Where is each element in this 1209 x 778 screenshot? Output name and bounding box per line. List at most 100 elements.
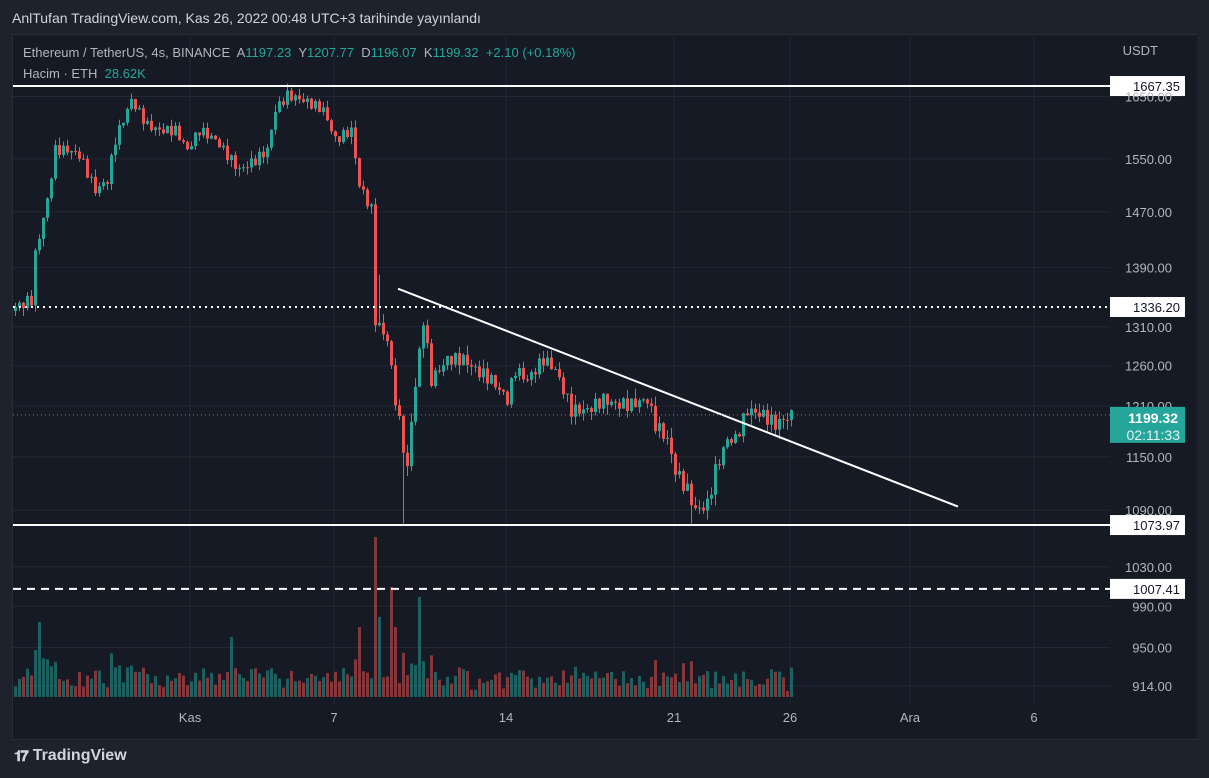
volume-bar [246,681,249,697]
candle-body [42,217,45,239]
candle-body [574,404,577,417]
candle-body [634,398,637,408]
candle-body [722,447,725,466]
volume-bar [186,685,189,697]
candle-body [322,107,325,113]
high-value: 1207.77 [307,45,355,60]
volume-bar [282,687,285,697]
low-label: D [361,45,371,60]
volume-bar [546,677,549,697]
candle-body [246,167,249,169]
candle-body [98,186,101,194]
candle-body [134,98,137,110]
candle-body [150,120,153,131]
volume-bar [338,681,341,697]
volume-bar [482,682,485,697]
candle-body [790,410,793,421]
volume-bar [294,681,297,697]
candle-body [114,144,117,156]
volume-bar [182,675,185,697]
volume-bar [406,675,409,697]
y-tick-label: 914.00 [1132,679,1172,694]
volume-bar [102,683,105,697]
candle-body [406,452,409,467]
candle-body [618,402,621,409]
volume-bar [606,672,609,697]
candle-body [254,158,257,166]
candle-body [122,122,125,126]
volume-bar [590,678,593,697]
price-label: 1073.97 [1133,518,1180,533]
volume-bar [346,674,349,697]
candle-body [490,375,493,384]
candle-body [194,132,197,147]
y-tick-label: 1650.00 [1125,89,1172,104]
candle-body [26,295,29,309]
volume-bar [410,663,413,697]
candle-body [370,204,373,207]
price-label-bg [1110,578,1185,599]
candle-body [110,155,113,184]
volume-bar [94,670,97,697]
symbol-name: Ethereum / TetherUS, 4s, BINANCE [23,45,231,60]
volume-bar [370,678,373,697]
tradingview-logo[interactable]: 𝟏𝟕 TradingView [14,747,127,765]
volume-bar [214,684,217,697]
volume-bar [14,686,17,697]
volume-bar [414,665,417,697]
volume-bar [686,681,689,697]
high-label: Y [298,45,308,60]
candle-body [54,145,57,179]
candle-body [106,182,109,184]
volume-bar [154,676,157,697]
volume-bar [254,668,257,697]
candle-body [758,412,761,417]
candle-body [230,155,233,161]
candle-body [302,99,305,102]
candle-body [250,158,253,168]
volume-bar [330,681,333,697]
volume-bar [38,622,41,697]
price-label-bg [1110,297,1185,318]
right-edge [1197,34,1209,738]
volume-bar [698,676,701,697]
candle-body [530,372,533,380]
candle-body [414,386,417,422]
volume-bar [614,678,617,697]
candle-body [338,136,341,143]
volume-bar [250,669,253,697]
volume-bar [162,687,165,697]
candle-body [374,204,377,326]
volume-bar [310,673,313,697]
candle-body [726,439,729,448]
candle-body [678,471,681,475]
candle-body [482,368,485,378]
volume-bar [634,685,637,697]
volume-bar [70,685,73,697]
volume-bar [490,679,493,697]
volume-bar [502,688,505,697]
volume-bar [574,666,577,697]
volume-bar [286,678,289,697]
volume-bar [758,683,761,697]
candle-body [62,145,65,155]
candle-body [558,369,561,378]
volume-bar [394,627,397,697]
candle-body [502,389,505,392]
candle-body [462,354,465,366]
candle-body [670,437,673,454]
volume-bar [450,683,453,697]
candle-body [278,101,281,112]
volume-bar [762,684,765,697]
volume-bar [150,683,153,697]
y-tick-label: 1090.00 [1125,503,1172,518]
volume-bar [238,674,241,697]
candle-body [342,130,345,143]
candle-body [762,409,765,417]
candle-body [478,366,481,378]
volume-bar [42,658,45,697]
candle-body [238,167,241,169]
last-price-value: 1199.32 [1128,410,1178,426]
candle-body [130,98,133,109]
